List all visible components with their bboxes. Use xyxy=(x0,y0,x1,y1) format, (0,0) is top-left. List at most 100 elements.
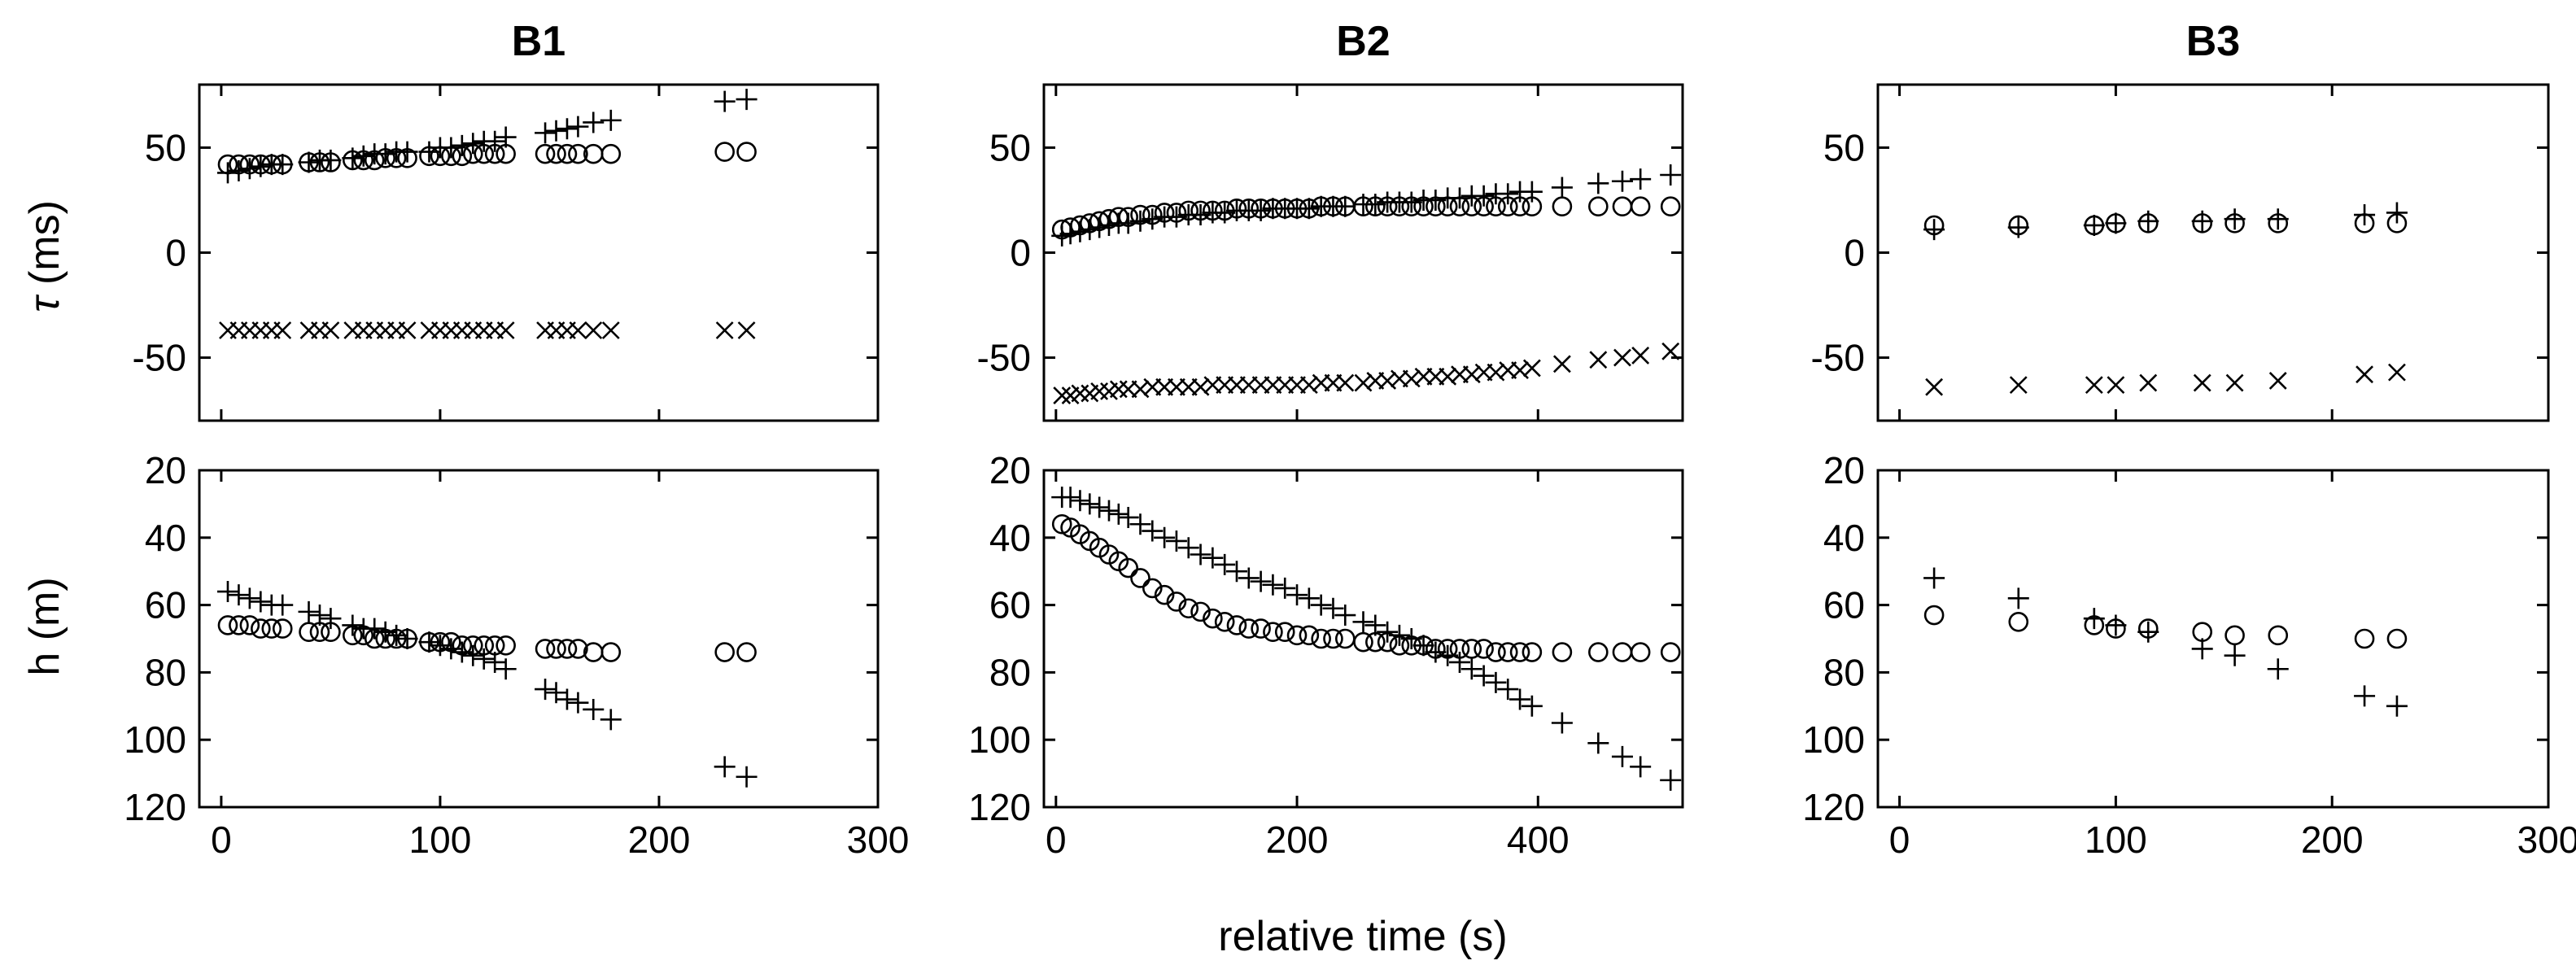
series-circle xyxy=(1051,196,1681,240)
data-point-plus xyxy=(364,618,386,640)
data-point-circle xyxy=(600,642,622,662)
data-point-circle xyxy=(386,628,407,649)
data-point-plus xyxy=(1059,487,1081,509)
panel-B2-h: 20 40 60 80 100 120 0 200 400 xyxy=(968,449,1684,861)
data-point-plus xyxy=(1214,553,1236,575)
data-point-circle xyxy=(272,618,293,639)
data-point-plus xyxy=(440,638,462,660)
data-point-circle xyxy=(1178,200,1199,221)
data-point-circle xyxy=(1323,628,1343,649)
data-point-circle xyxy=(239,154,260,175)
data-point-plus xyxy=(1310,594,1332,616)
data-point-cross xyxy=(1631,347,1650,365)
data-point-circle xyxy=(714,642,735,662)
data-point-cross xyxy=(496,321,515,339)
data-point-plus xyxy=(1322,597,1344,619)
xtick-label: 200 xyxy=(628,819,691,861)
ytick-label: 100 xyxy=(968,718,1031,761)
data-point-circle xyxy=(229,154,249,175)
ytick-label: 60 xyxy=(145,584,186,627)
ytick-label: 0 xyxy=(1844,232,1865,274)
series-plus xyxy=(216,89,758,184)
data-point-circle xyxy=(251,618,271,639)
data-point-circle xyxy=(261,618,282,639)
data-point-plus xyxy=(1238,567,1260,589)
data-point-circle xyxy=(496,143,516,164)
series-plus xyxy=(1923,567,2408,717)
data-point-circle xyxy=(1401,196,1422,217)
data-point-plus xyxy=(216,581,238,603)
data-point-circle xyxy=(1389,196,1410,217)
series-cross xyxy=(1053,342,1680,404)
data-point-plus xyxy=(2083,608,2105,630)
data-point-circle xyxy=(239,615,260,635)
data-point-circle xyxy=(1251,198,1271,219)
data-point-circle xyxy=(1238,618,1260,639)
data-point-circle xyxy=(1166,203,1187,223)
data-point-cross xyxy=(2009,376,2028,395)
panel-B1-h: 20 40 60 80 100 120 0 100 200 300 xyxy=(124,449,909,861)
data-point-plus xyxy=(1521,695,1543,717)
data-point-plus xyxy=(1377,621,1399,643)
data-point-plus xyxy=(1129,513,1151,535)
plot-frame xyxy=(1876,83,2550,422)
data-point-plus xyxy=(418,631,440,653)
data-point-plus xyxy=(1521,181,1543,203)
data-point-plus xyxy=(342,614,364,636)
ytick-label: 0 xyxy=(165,232,186,274)
xtick-label: 200 xyxy=(1266,819,1329,861)
data-point-circle xyxy=(1178,598,1199,619)
data-point-plus xyxy=(1448,651,1470,673)
ytick-label: 60 xyxy=(989,584,1031,627)
data-point-plus xyxy=(238,587,260,609)
data-point-cross xyxy=(1071,384,1089,403)
data-point-circle xyxy=(1474,196,1494,217)
panel-B3-tau: B3 50 0 -50 xyxy=(1811,18,2550,422)
data-point-circle xyxy=(568,143,588,164)
data-point-circle xyxy=(343,625,363,646)
ytick-label: 40 xyxy=(145,517,186,559)
data-point-circle xyxy=(1142,204,1163,225)
data-point-circle xyxy=(441,146,461,167)
data-point-circle xyxy=(2225,625,2245,646)
data-point-plus xyxy=(1611,745,1633,767)
data-point-plus xyxy=(556,118,578,140)
data-point-circle xyxy=(474,143,495,164)
data-point-plus xyxy=(2224,644,2246,666)
data-point-circle xyxy=(419,631,439,653)
data-point-circle xyxy=(1389,635,1410,656)
data-point-cross xyxy=(601,321,620,339)
ytick-label: 100 xyxy=(1802,718,1865,761)
data-point-plus xyxy=(1334,605,1356,627)
data-point-cross xyxy=(2388,363,2406,382)
data-point-circle xyxy=(1089,211,1110,232)
data-point-plus xyxy=(736,89,758,111)
data-point-circle xyxy=(430,631,451,653)
data-point-circle xyxy=(1214,611,1235,632)
ytick-label: 100 xyxy=(124,718,186,761)
data-point-circle xyxy=(1079,213,1100,234)
data-point-circle xyxy=(430,146,451,167)
data-point-circle xyxy=(1251,618,1271,639)
data-point-circle xyxy=(462,635,483,656)
data-point-circle xyxy=(1166,592,1187,612)
data-point-plus xyxy=(1334,195,1356,217)
data-point-plus xyxy=(1923,567,1945,589)
data-point-plus xyxy=(1660,769,1682,791)
data-point-plus xyxy=(1250,570,1272,592)
data-point-circle xyxy=(535,639,556,659)
ytick-label: 120 xyxy=(124,786,186,828)
data-point-circle xyxy=(1108,207,1129,227)
data-point-circle xyxy=(217,154,238,175)
ytick-label: 80 xyxy=(1823,651,1865,693)
data-point-plus xyxy=(1069,490,1091,512)
data-point-circle xyxy=(1552,196,1573,217)
data-point-circle xyxy=(546,143,566,164)
tau-unit: (ms) xyxy=(21,200,68,296)
data-point-plus xyxy=(2105,212,2127,234)
ytick-label: 50 xyxy=(1823,126,1865,168)
data-point-plus xyxy=(462,644,484,666)
data-point-circle xyxy=(1365,196,1386,217)
data-point-plus xyxy=(228,584,250,606)
panel-title: B2 xyxy=(1336,18,1390,65)
